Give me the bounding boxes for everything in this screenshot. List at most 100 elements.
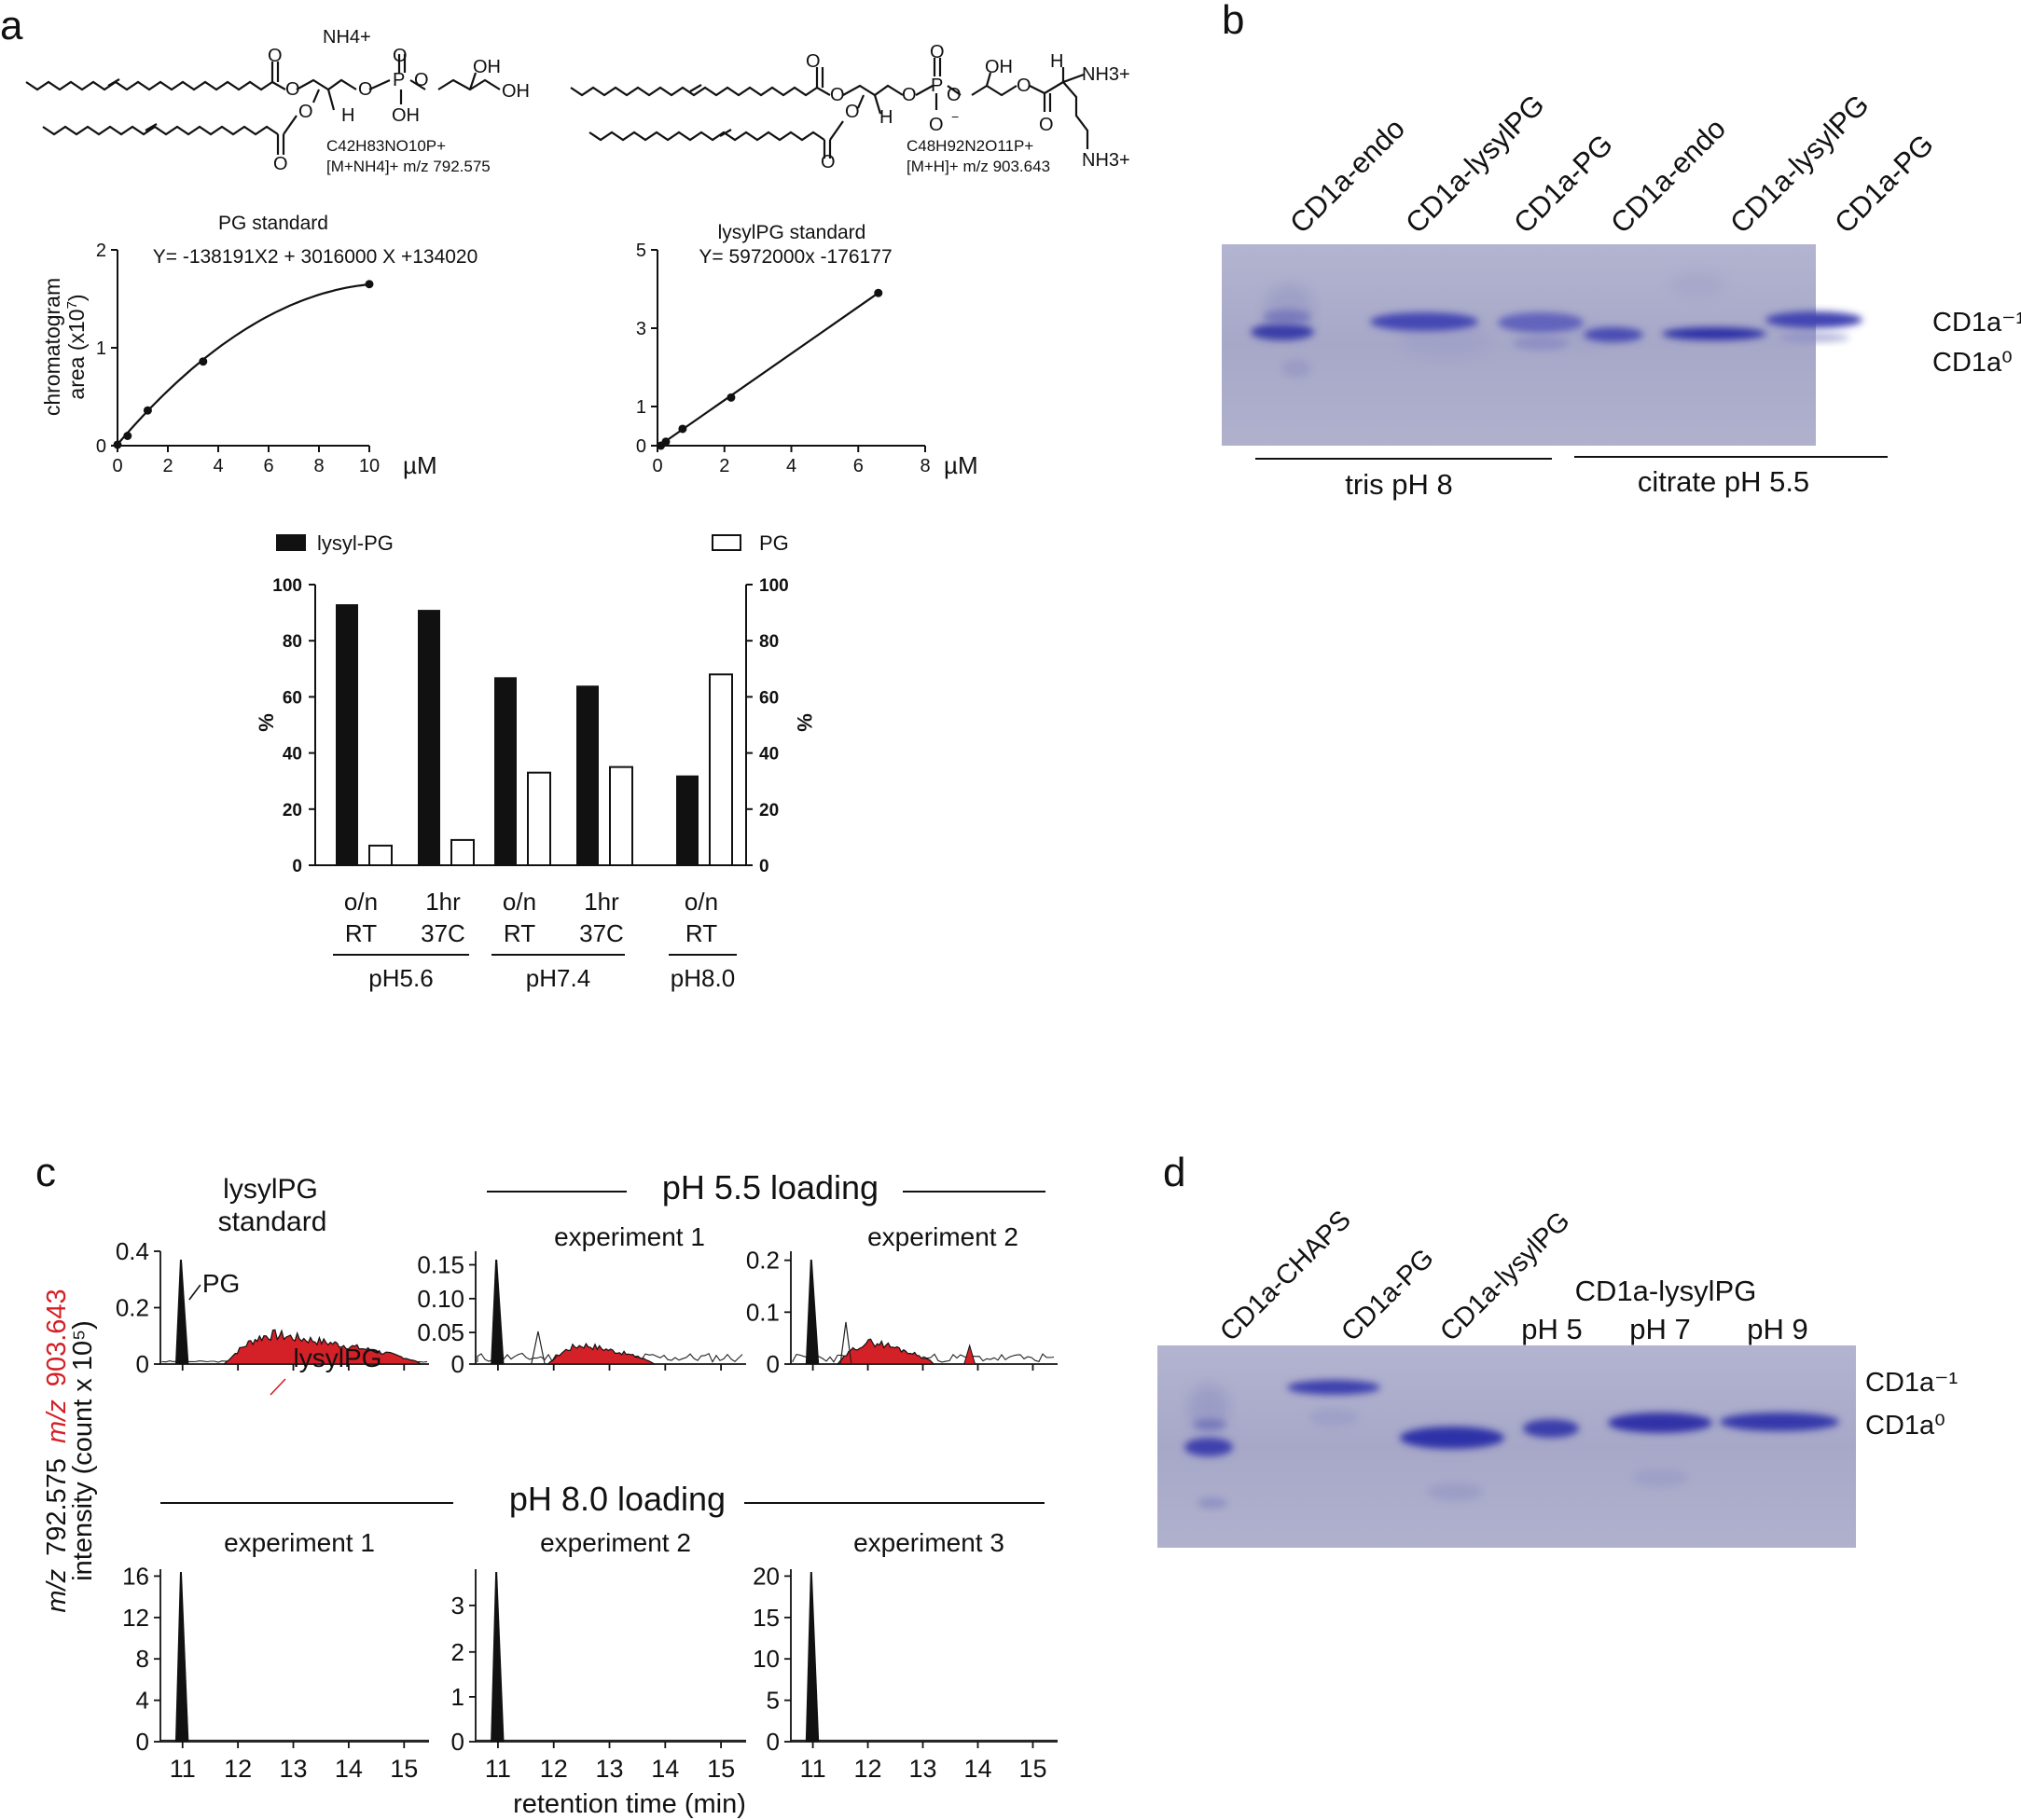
chrom-y-tick-label: 1 xyxy=(451,1683,464,1711)
gel-b-band xyxy=(1584,327,1643,342)
lysylpg-peak-label: lysylPG xyxy=(294,1344,382,1372)
lysylpg-peak xyxy=(547,1343,657,1365)
pg-standard-title: PG standard xyxy=(218,213,328,234)
gel-b-band xyxy=(1370,312,1478,331)
x-tick-label: 8 xyxy=(313,456,324,476)
gel-d-band xyxy=(1400,1427,1504,1449)
gel-b-buffer-citrate: citrate pH 5.5 xyxy=(1638,465,1809,498)
gel-b-marker-upper: CD1a⁻¹ xyxy=(1932,308,2021,338)
ph55-loading-header: pH 5.5 loading xyxy=(662,1168,879,1206)
lysylpg-data-point xyxy=(727,393,736,402)
lysylpg-annotation-line xyxy=(270,1378,286,1396)
gel-d-marker-lower: CD1a⁰ xyxy=(1865,1411,1945,1441)
pg-peak xyxy=(491,1260,505,1364)
ylabel-mz-903: 903.643 xyxy=(42,1289,72,1386)
chrom-x-tick-label: 11 xyxy=(485,1755,511,1783)
bar-group-label: pH5.6 xyxy=(368,964,433,992)
y-tick-label: 0 xyxy=(96,436,106,457)
lysylpg-structure-atoms: O O O P O O O − OH O O H O O H NH3+ NH3+… xyxy=(806,42,1130,175)
svg-text:H: H xyxy=(341,105,354,126)
chrom-x-tick-label: 14 xyxy=(963,1755,991,1783)
bar-category-line2: RT xyxy=(504,919,535,947)
chrom-x-tick-label: 11 xyxy=(800,1755,826,1783)
pg-standard-xunit: µM xyxy=(403,451,437,479)
bar-category-line2: RT xyxy=(345,919,377,947)
chrom-y-tick-label: 0 xyxy=(767,1728,780,1756)
gel-d-lane: CD1a-PG xyxy=(1336,1243,1440,1347)
svg-text:O: O xyxy=(845,102,860,122)
chrom-title: experiment 1 xyxy=(554,1222,705,1251)
chrom-y-tick-label: 0.15 xyxy=(417,1251,464,1279)
bar-lysylpg xyxy=(494,677,517,865)
y-tick-label: 1 xyxy=(96,338,106,359)
ph-percent-chart: lysyl-PG PG % % 0 0 20 20 40 40 60 60 80 80 100 100… xyxy=(255,531,816,992)
pg-data-point xyxy=(113,440,122,449)
gel-b-lane: CD1a-PG xyxy=(1507,128,1619,240)
gel-d-band xyxy=(1608,1413,1712,1433)
chrom-y-tick-label: 10 xyxy=(753,1645,780,1673)
bar-y-tick-label-right: 100 xyxy=(759,576,789,596)
pg-structure xyxy=(25,54,501,155)
bar-y-tick-label-right: 80 xyxy=(759,632,779,652)
chrom-y-tick-label: 8 xyxy=(136,1645,149,1673)
bar-ylabel-left: % xyxy=(255,713,278,732)
gel-b-band xyxy=(1765,311,1862,328)
pg-data-point xyxy=(199,357,208,366)
chrom-y-tick-label: 0.05 xyxy=(417,1318,464,1346)
svg-text:O: O xyxy=(273,154,288,174)
pg-standard-ylabel-2: area (x107) xyxy=(64,294,89,399)
pg-standard-equation: Y= -138191X2 + 3016000 X +134020 xyxy=(153,246,478,268)
svg-text:O: O xyxy=(414,70,429,90)
gel-d-band xyxy=(1720,1413,1839,1431)
bar-lysylpg xyxy=(336,604,358,865)
ylabel-mz-2: m/z xyxy=(42,1399,72,1443)
svg-text:H: H xyxy=(1050,51,1063,72)
gel-d-band xyxy=(1523,1419,1579,1438)
gel-b-marker-lower: CD1a⁰ xyxy=(1932,348,2013,378)
svg-text:OH: OH xyxy=(985,57,1013,77)
chrom-title: experiment 2 xyxy=(867,1222,1018,1251)
gel-b-buffer-tris: tris pH 8 xyxy=(1345,468,1452,501)
lysylpg-ion: [M+H]+ m/z 903.643 xyxy=(907,158,1050,175)
bar-category-line1: o/n xyxy=(685,888,718,916)
chrom-y-tick-label: 0 xyxy=(451,1350,464,1378)
lysylpg-data-point xyxy=(678,424,687,434)
panel-c-xlabel: retention time (min) xyxy=(513,1789,746,1819)
bar-ylabel-right: % xyxy=(793,713,816,732)
chrom-x-tick-label: 13 xyxy=(909,1755,937,1783)
lysylpg-peak xyxy=(223,1329,422,1365)
chrom-y-tick-label: 0.2 xyxy=(116,1294,149,1322)
chrom-title: experiment 3 xyxy=(853,1528,1004,1557)
chrom-y-tick-label: 5 xyxy=(767,1687,780,1715)
x-tick-label: 4 xyxy=(786,456,796,476)
lysylpg-standard-header-2: standard xyxy=(218,1206,327,1237)
bar-y-tick-label-left: 80 xyxy=(283,632,302,652)
lysylpg-standard-title: lysylPG standard xyxy=(718,222,866,243)
bar-category-line2: RT xyxy=(685,919,717,947)
panel-c-ylabel: m/z 792.575 m/z 903.643 xyxy=(42,1289,72,1612)
svg-text:O: O xyxy=(902,85,917,105)
svg-text:O: O xyxy=(806,51,821,72)
bar-pg xyxy=(609,765,633,867)
y-tick-label: 1 xyxy=(636,397,646,418)
svg-text:OH: OH xyxy=(502,81,530,102)
bar-y-tick-label-right: 20 xyxy=(759,801,779,820)
x-tick-label: 6 xyxy=(263,456,273,476)
lysylpg-standard-chart: lysylPG standard Y= 5972000x -176177 µM … xyxy=(636,222,978,479)
chrom-y-tick-label: 0.4 xyxy=(116,1237,149,1265)
y-tick-label: 5 xyxy=(636,241,646,261)
svg-text:O: O xyxy=(821,152,836,172)
ylabel-mz-1: m/z xyxy=(42,1568,72,1612)
gel-b-band xyxy=(1498,312,1584,333)
panel-label-c: c xyxy=(35,1150,56,1195)
lysylpg-fit-line xyxy=(657,292,879,448)
lysylpg-peak xyxy=(963,1344,976,1365)
bar-category-line1: o/n xyxy=(344,888,378,916)
legend-swatch-lysylpg xyxy=(276,534,306,551)
bar-y-tick-label-right: 0 xyxy=(759,857,769,876)
chrom-x-tick-label: 12 xyxy=(854,1755,882,1783)
svg-text:m/z 792.575 m/z: m/z 792.575 m/z 903.643 xyxy=(42,1289,72,1612)
lysylpg-structure xyxy=(570,58,1089,159)
bar-y-tick-label-right: 40 xyxy=(759,745,779,765)
panel-label-a: a xyxy=(0,3,23,48)
